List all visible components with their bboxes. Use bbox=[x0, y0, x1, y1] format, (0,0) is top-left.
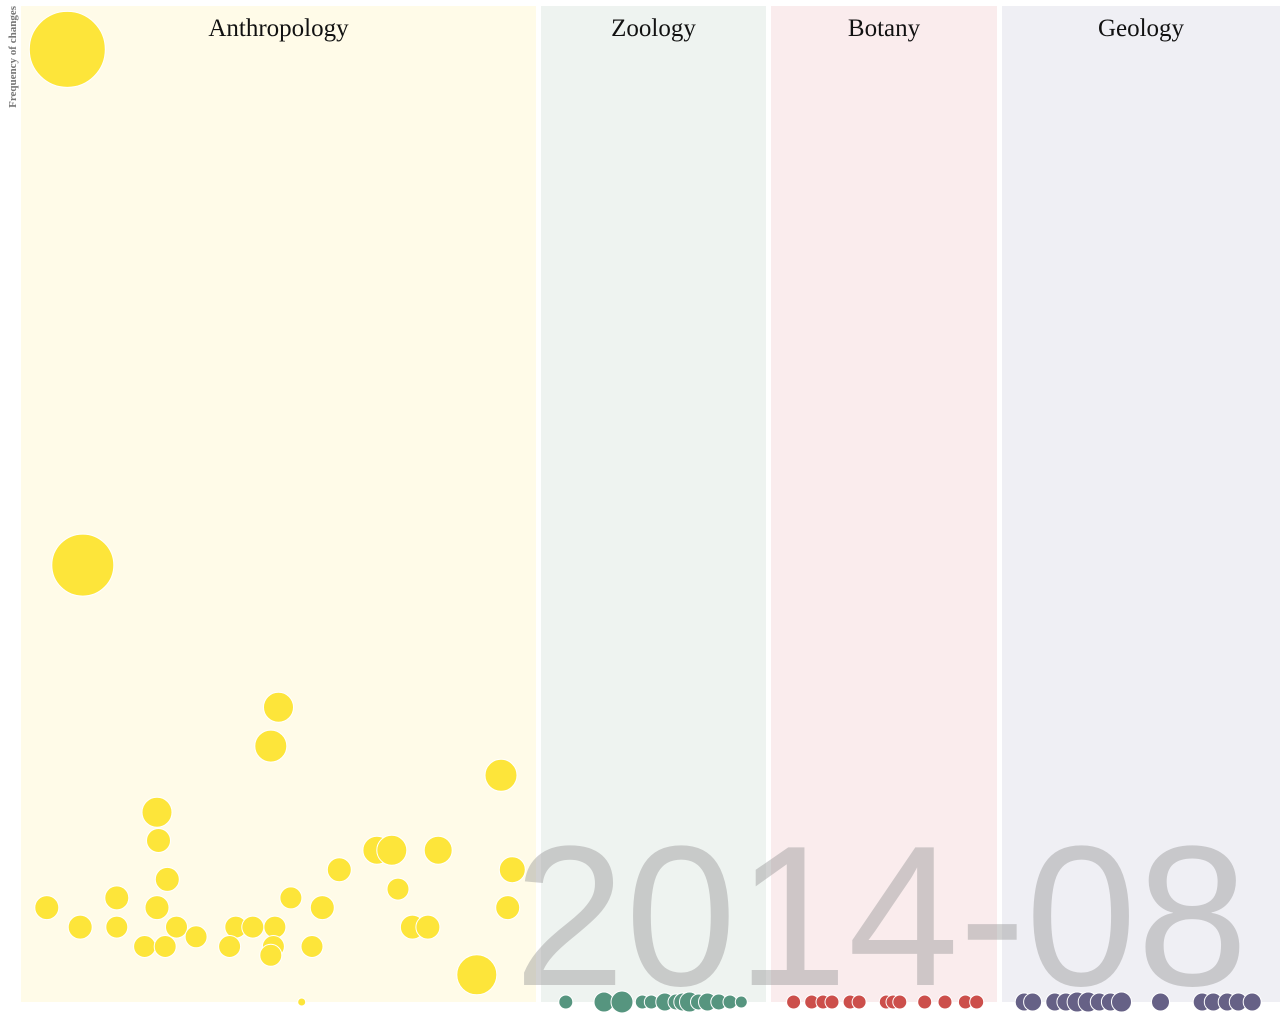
panel-botany bbox=[771, 6, 997, 1002]
anthropology-bubble[interactable] bbox=[218, 935, 242, 958]
botany-bubble[interactable] bbox=[937, 994, 953, 1010]
botany-bubble[interactable] bbox=[969, 994, 985, 1010]
anthropology-bubble[interactable] bbox=[259, 943, 283, 967]
anthropology-bubble[interactable] bbox=[28, 10, 106, 88]
anthropology-bubble[interactable] bbox=[376, 834, 408, 866]
anthropology-bubble[interactable] bbox=[263, 915, 287, 939]
anthropology-bubble[interactable] bbox=[495, 895, 521, 921]
zoology-bubble[interactable] bbox=[734, 995, 748, 1009]
anthropology-bubble[interactable] bbox=[484, 758, 518, 792]
botany-bubble[interactable] bbox=[824, 994, 840, 1010]
anthropology-bubble[interactable] bbox=[423, 835, 453, 865]
anthropology-bubble[interactable] bbox=[415, 914, 441, 940]
anthropology-bubble[interactable] bbox=[297, 997, 307, 1007]
anthropology-bubble[interactable] bbox=[133, 935, 157, 958]
anthropology-bubble[interactable] bbox=[241, 915, 265, 939]
botany-bubble[interactable] bbox=[892, 994, 908, 1010]
geology-bubble[interactable] bbox=[1111, 991, 1132, 1013]
anthropology-bubble[interactable] bbox=[300, 935, 324, 958]
anthropology-bubble[interactable] bbox=[309, 895, 335, 921]
geology-bubble[interactable] bbox=[1023, 992, 1043, 1012]
anthropology-bubble[interactable] bbox=[498, 856, 526, 884]
anthropology-bubble[interactable] bbox=[34, 895, 60, 921]
geology-bubble[interactable] bbox=[1242, 992, 1262, 1012]
geology-bubble[interactable] bbox=[1151, 992, 1170, 1012]
botany-bubble[interactable] bbox=[851, 994, 867, 1010]
discipline-panels: Anthropology Zoology Botany Geology bbox=[21, 6, 1280, 1014]
panel-title-botany: Botany bbox=[848, 15, 921, 42]
anthropology-bubble[interactable] bbox=[456, 954, 498, 996]
panel-title-anthropology: Anthropology bbox=[208, 15, 349, 42]
zoology-bubble[interactable] bbox=[558, 994, 574, 1010]
anthropology-bubble[interactable] bbox=[386, 877, 410, 901]
anthropology-bubble[interactable] bbox=[326, 857, 352, 883]
anthropology-bubble[interactable] bbox=[105, 915, 129, 939]
anthropology-bubble[interactable] bbox=[141, 796, 173, 828]
panel-anthropology bbox=[21, 6, 536, 1002]
date-overlay: 2014-08 bbox=[514, 805, 1248, 1025]
anthropology-bubble[interactable] bbox=[279, 886, 303, 910]
anthropology-bubble[interactable] bbox=[254, 729, 288, 763]
anthropology-bubble[interactable] bbox=[51, 533, 115, 597]
anthropology-bubble[interactable] bbox=[153, 935, 177, 958]
panel-geology bbox=[1002, 6, 1280, 1002]
anthropology-bubble[interactable] bbox=[263, 691, 294, 723]
y-axis-label: Frequency of changes bbox=[7, 5, 19, 108]
panel-zoology bbox=[541, 6, 766, 1002]
anthropology-bubble[interactable] bbox=[67, 914, 93, 940]
anthropology-bubble[interactable] bbox=[104, 885, 130, 911]
anthropology-bubble[interactable] bbox=[165, 915, 188, 939]
botany-bubble[interactable] bbox=[917, 994, 933, 1010]
anthropology-bubble[interactable] bbox=[154, 866, 180, 892]
anthropology-bubble[interactable] bbox=[146, 828, 171, 853]
botany-bubble[interactable] bbox=[786, 994, 802, 1010]
panel-title-zoology: Zoology bbox=[611, 15, 696, 42]
zoology-bubble[interactable] bbox=[610, 990, 634, 1014]
anthropology-bubble[interactable] bbox=[144, 895, 170, 921]
panel-title-geology: Geology bbox=[1098, 15, 1185, 42]
anthropology-bubble[interactable] bbox=[184, 925, 208, 949]
